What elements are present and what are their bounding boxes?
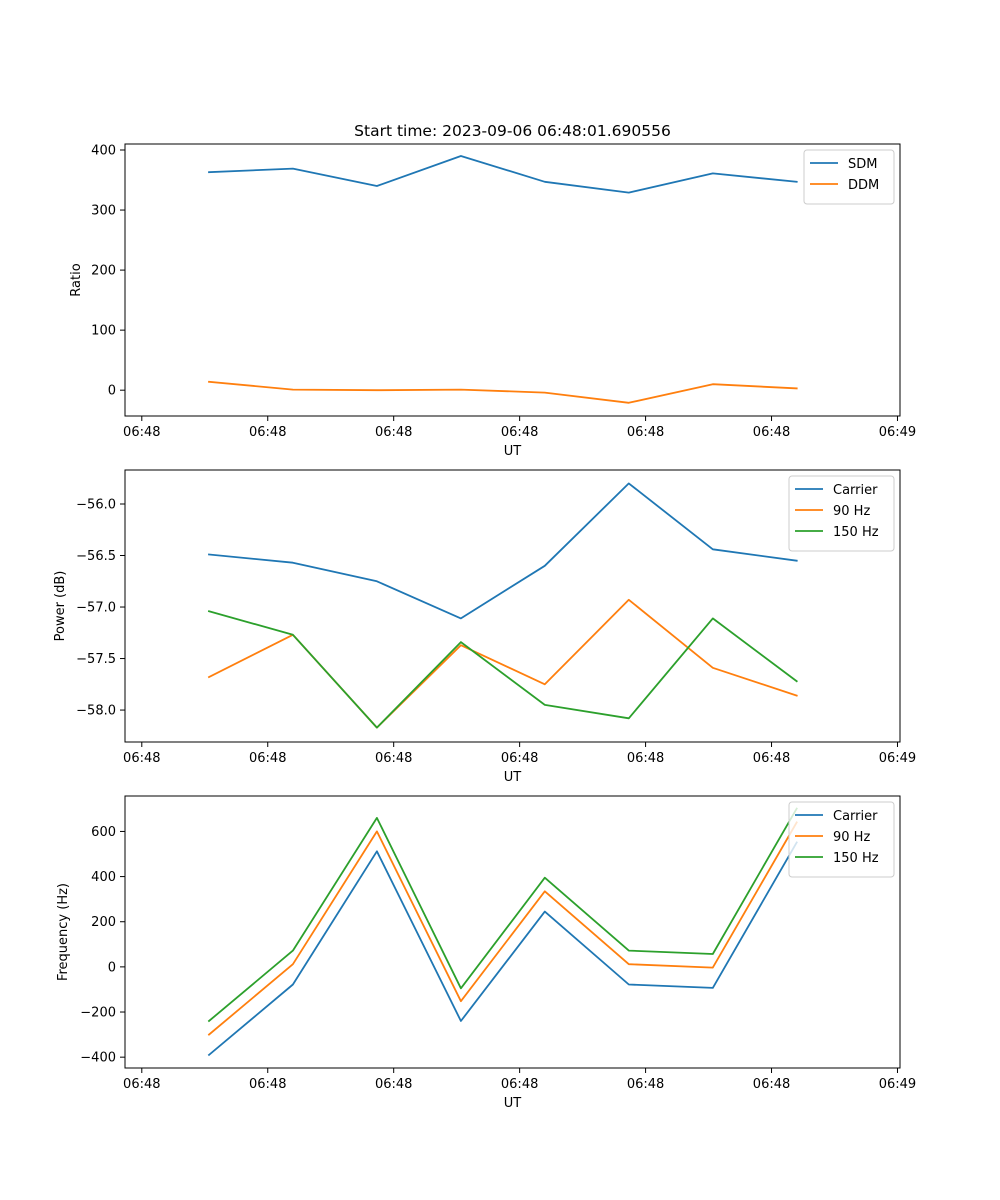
panel-2-y-tick-label: −58.0 bbox=[76, 704, 116, 719]
panel-1-legend-label: SDM bbox=[848, 157, 877, 172]
panel-2-legend-label: 90 Hz bbox=[833, 504, 870, 519]
panel-2-y-tick-label: −56.5 bbox=[76, 549, 116, 564]
panel-3-legend-label: 150 Hz bbox=[833, 851, 879, 866]
panel-1-x-tick-label: 06:48 bbox=[627, 425, 664, 440]
panel-3-series-carrier bbox=[209, 843, 797, 1055]
panel-3-x-tick-label: 06:48 bbox=[753, 1077, 790, 1092]
panel-3-x-axis-label: UT bbox=[504, 1096, 522, 1111]
panel-3-y-tick-label: −200 bbox=[80, 1006, 116, 1021]
panel-1-y-axis-label: Ratio bbox=[69, 263, 84, 296]
figure: 06:48 06:48 06:48 06:48 06:48 06:48 06:49 0 100 2… bbox=[0, 0, 1000, 1200]
panel-2-series-90-hz bbox=[209, 600, 797, 728]
panel-1-y-tick-label: 100 bbox=[91, 324, 116, 339]
panel-3-x-tick-label: 06:48 bbox=[123, 1077, 160, 1092]
panel-1-series-ddm bbox=[209, 382, 797, 403]
panel-2-y-tick-label: −56.0 bbox=[76, 498, 116, 513]
panel-1-x-tick-label: 06:48 bbox=[375, 425, 412, 440]
panel-3-x-tick-label: 06:49 bbox=[879, 1077, 916, 1092]
panel-1-x-tick-label: 06:48 bbox=[123, 425, 160, 440]
panel-1-x-tick-label: 06:48 bbox=[249, 425, 286, 440]
panel-2-legend-label: Carrier bbox=[833, 483, 878, 498]
panel-2-y-tick-label: −57.0 bbox=[76, 601, 116, 616]
panel-1-y-tick-label: 300 bbox=[91, 204, 116, 219]
panel-3-legend-label: 90 Hz bbox=[833, 830, 870, 845]
panel-1-y-tick-label: 400 bbox=[91, 144, 116, 159]
panel-1-y-tick-label: 200 bbox=[91, 264, 116, 279]
panel-3-x-tick-label: 06:48 bbox=[501, 1077, 538, 1092]
panel-1-x-tick-label: 06:48 bbox=[501, 425, 538, 440]
panel-3-y-tick-label: 0 bbox=[108, 960, 116, 975]
panel-3-y-tick-label: 200 bbox=[91, 915, 116, 930]
panel-1-x-tick-label: 06:48 bbox=[753, 425, 790, 440]
panel-1-y-tick-label: 0 bbox=[108, 384, 116, 399]
panel-2-y-tick-label: −57.5 bbox=[76, 652, 116, 667]
panel-3-series-150-hz bbox=[209, 809, 797, 1021]
panel-3-y-tick-label: −400 bbox=[80, 1051, 116, 1066]
panel-3-series-90-hz bbox=[209, 822, 797, 1034]
panel-3-y-axis-label: Frequency (Hz) bbox=[56, 883, 71, 981]
panel-2-x-axis-label: UT bbox=[504, 770, 522, 785]
panel-1-x-tick-label: 06:49 bbox=[879, 425, 916, 440]
panel-2-axes-frame bbox=[125, 470, 900, 742]
panel-2-series-carrier bbox=[209, 483, 797, 618]
panel-2-x-tick-label: 06:48 bbox=[375, 751, 412, 766]
panel-2-x-tick-label: 06:48 bbox=[753, 751, 790, 766]
panel-2-x-tick-label: 06:49 bbox=[879, 751, 916, 766]
panel-1-series-sdm bbox=[209, 156, 797, 193]
panel-2-x-tick-label: 06:48 bbox=[501, 751, 538, 766]
panel-3-y-tick-label: 400 bbox=[91, 870, 116, 885]
panel-2-series-150-hz bbox=[209, 611, 797, 727]
panel-3-x-tick-label: 06:48 bbox=[627, 1077, 664, 1092]
panel-2-legend-label: 150 Hz bbox=[833, 525, 879, 540]
panel-3-legend-label: Carrier bbox=[833, 809, 878, 824]
panel-2-x-tick-label: 06:48 bbox=[249, 751, 286, 766]
panel-2-x-tick-label: 06:48 bbox=[123, 751, 160, 766]
panel-1-x-axis-label: UT bbox=[504, 444, 522, 459]
panel-1-legend-label: DDM bbox=[848, 178, 879, 193]
panel-2-y-axis-label: Power (dB) bbox=[53, 571, 68, 642]
panel-2-x-tick-label: 06:48 bbox=[627, 751, 664, 766]
panel-1-axes-frame bbox=[125, 144, 900, 416]
panel-3-x-tick-label: 06:48 bbox=[249, 1077, 286, 1092]
panel-1-title: Start time: 2023-09-06 06:48:01.690556 bbox=[354, 122, 671, 140]
panel-3-x-tick-label: 06:48 bbox=[375, 1077, 412, 1092]
panel-3-y-tick-label: 600 bbox=[91, 825, 116, 840]
